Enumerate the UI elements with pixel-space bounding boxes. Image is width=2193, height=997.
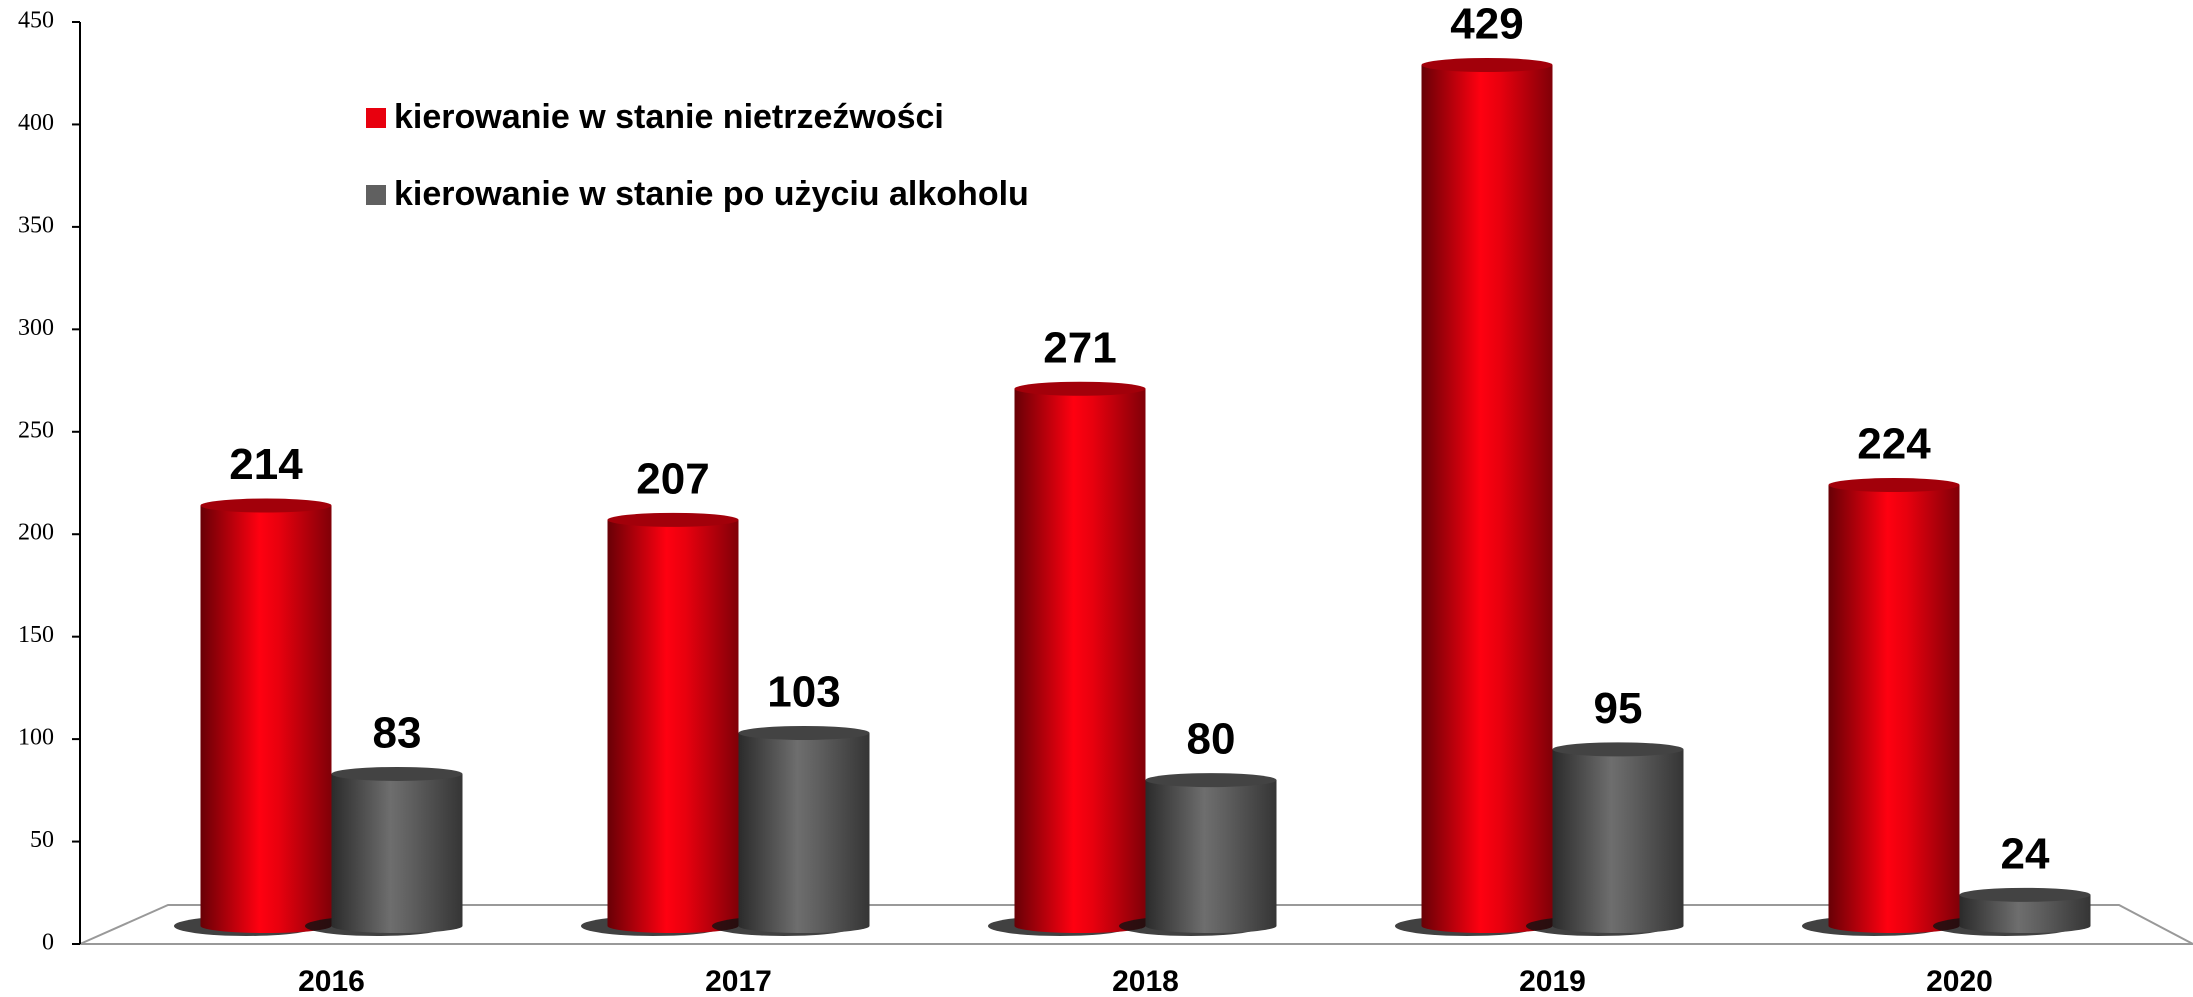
bar [1118, 773, 1277, 936]
data-label: 24 [2001, 829, 2050, 878]
data-label: 83 [373, 709, 422, 758]
bar-bottom [1145, 919, 1277, 933]
bar-bottom [1828, 919, 1960, 933]
bar-top [331, 766, 463, 781]
data-label: 80 [1187, 715, 1236, 764]
bar-top [1014, 381, 1146, 396]
data-label: 95 [1594, 684, 1643, 733]
bar-top [1828, 478, 1960, 493]
bar-body [607, 519, 739, 926]
bar-bottom [738, 919, 870, 933]
bar-bottom [1959, 919, 2091, 933]
bar-bottom [331, 919, 463, 933]
y-tick-label: 150 [18, 622, 54, 648]
data-label: 214 [229, 440, 303, 489]
bar-body [331, 773, 463, 926]
bar-bottom [1014, 919, 1146, 933]
bar-top [200, 498, 332, 513]
bar-body [1145, 780, 1277, 926]
x-tick-label: 2017 [705, 965, 772, 997]
bar-body [1014, 388, 1146, 926]
data-label: 224 [1857, 420, 1931, 469]
y-tick-label: 400 [18, 110, 54, 136]
bar-top [1421, 58, 1553, 73]
y-tick-label: 100 [18, 725, 54, 751]
data-label: 103 [767, 668, 840, 717]
data-label: 207 [636, 455, 709, 504]
bar [1801, 478, 1960, 936]
bar-top [1145, 773, 1277, 788]
x-tick-label: 2018 [1112, 965, 1179, 997]
y-tick-label: 50 [30, 827, 54, 853]
bar [1394, 58, 1553, 936]
y-tick-label: 300 [18, 315, 54, 341]
bar [580, 512, 739, 936]
x-tick-label: 2019 [1519, 965, 1586, 997]
bar-bottom [607, 919, 739, 933]
y-tick-label: 0 [42, 930, 54, 956]
bar-top [607, 512, 739, 527]
y-tick-label: 450 [18, 8, 54, 34]
y-tick-label: 250 [18, 417, 54, 443]
x-tick-label: 2020 [1926, 965, 1993, 997]
legend-swatch [366, 108, 386, 128]
legend-label: kierowanie w stanie nietrzeźwości [394, 98, 944, 136]
bar-top [1552, 742, 1684, 757]
y-tick-label: 200 [18, 520, 54, 546]
bar-bottom [1421, 919, 1553, 933]
y-tick-label: 350 [18, 212, 54, 238]
data-label: 429 [1450, 0, 1523, 49]
bar [304, 766, 463, 936]
bar [1525, 742, 1684, 936]
bar [173, 498, 332, 936]
bar [1932, 887, 2091, 936]
data-label: 271 [1043, 323, 1116, 372]
bar-bottom [200, 919, 332, 933]
bar-top [1959, 887, 2091, 902]
bar [711, 725, 870, 936]
bar-top [738, 725, 870, 740]
bar-body [738, 732, 870, 926]
bar-body [1552, 749, 1684, 926]
x-tick-label: 2016 [298, 965, 365, 997]
bar-body [1828, 485, 1960, 926]
bar-body [200, 505, 332, 926]
bar [987, 381, 1146, 936]
legend-swatch [366, 185, 386, 205]
bar-bottom [1552, 919, 1684, 933]
bar-body [1421, 65, 1553, 926]
legend-label: kierowanie w stanie po użyciu alkoholu [394, 175, 1029, 213]
